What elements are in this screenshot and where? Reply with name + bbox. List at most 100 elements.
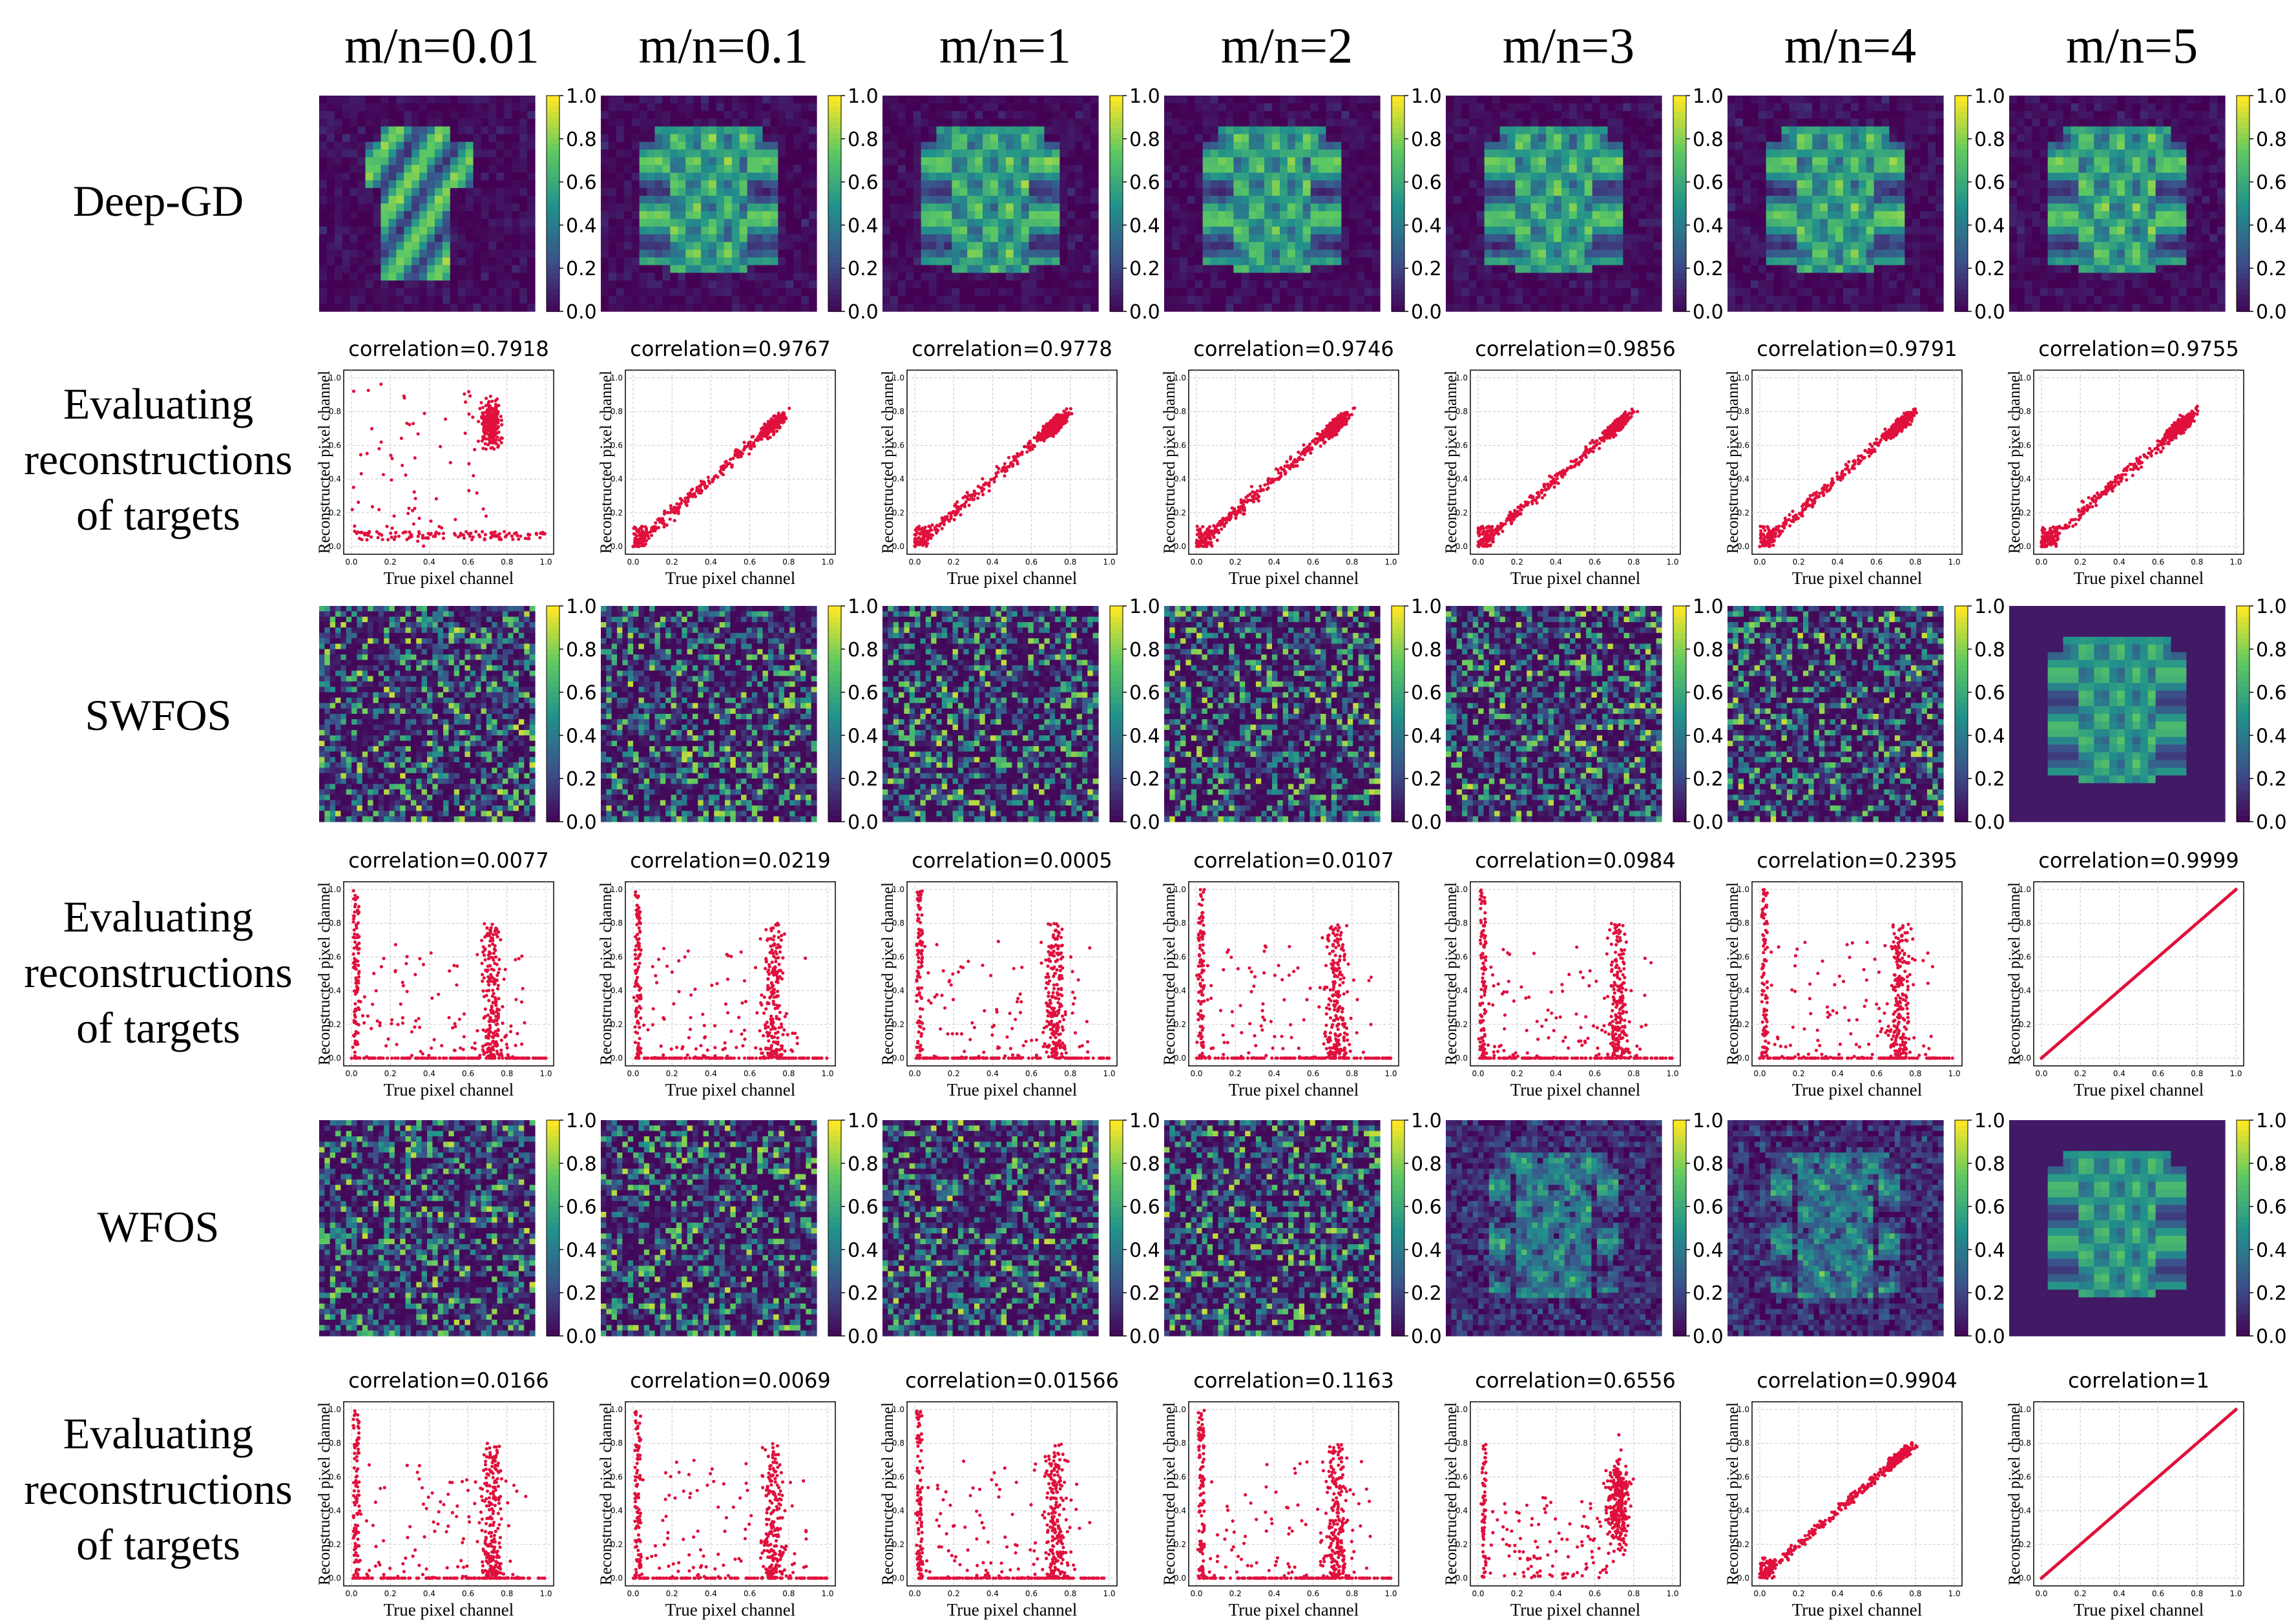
scatter-point xyxy=(984,481,987,484)
scatter-point xyxy=(1003,474,1006,477)
scatter-point xyxy=(1038,433,1041,436)
panel-title: correlation=0.9778 xyxy=(912,337,1112,361)
colorbar: 0.00.20.40.60.81.0 xyxy=(1392,85,1442,324)
scatter-point xyxy=(484,533,487,536)
scatter-point xyxy=(1214,529,1217,532)
scatter-point xyxy=(508,532,511,535)
scatter-point xyxy=(485,404,488,407)
scatter-point xyxy=(644,543,647,546)
x-tick-label: 1.0 xyxy=(821,557,833,567)
scatter-point xyxy=(464,401,467,404)
scatter-point xyxy=(1319,444,1322,448)
x-tick-label: 0.2 xyxy=(1511,557,1523,567)
scatter-point xyxy=(408,506,411,510)
scatter-point xyxy=(487,417,490,420)
column-header: m/n=3 xyxy=(1503,17,1634,74)
scatter-point xyxy=(1050,431,1054,434)
x-tick-label: 0.0 xyxy=(627,557,639,567)
scatter-point xyxy=(1063,416,1067,419)
scatter-point xyxy=(473,448,476,451)
scatter-point xyxy=(697,491,700,494)
row-label: of targets xyxy=(76,1003,240,1052)
colorbar-tick-label: 0.6 xyxy=(566,172,597,194)
scatter-point xyxy=(761,433,764,437)
scatter-point xyxy=(492,408,496,411)
scatter-point xyxy=(412,422,415,425)
colorbar-tick-label: 0.6 xyxy=(1129,172,1160,194)
scatter-point xyxy=(1195,539,1198,542)
scatter-point xyxy=(953,518,956,521)
colorbar-tick-label: 0.4 xyxy=(566,214,597,237)
scatter-point xyxy=(393,514,396,517)
scatter-point xyxy=(1236,512,1239,515)
scatter-point xyxy=(511,537,514,541)
scatter-point xyxy=(1337,414,1340,417)
scatter-point xyxy=(663,512,666,515)
scatter-point xyxy=(1258,484,1262,488)
scatter-point xyxy=(414,497,417,500)
scatter-point xyxy=(924,530,927,534)
panel-title: correlation=0.9746 xyxy=(1193,337,1393,361)
scatter-point xyxy=(1023,445,1026,448)
scatter-point xyxy=(961,504,964,507)
scatter-point xyxy=(413,456,417,459)
scatter-point xyxy=(1328,433,1331,437)
scatter-point xyxy=(394,531,397,534)
scatter-point xyxy=(357,501,360,504)
scatter-point xyxy=(965,496,968,499)
x-tick-label: 0.8 xyxy=(1064,557,1076,567)
scatter-point xyxy=(739,450,742,453)
scatter-point xyxy=(494,399,497,402)
scatter-point xyxy=(1047,427,1050,430)
scatter-point xyxy=(1198,540,1202,543)
scatter-point xyxy=(1033,436,1036,439)
scatter-point xyxy=(1196,528,1199,532)
scatter-point xyxy=(1322,441,1326,444)
x-tick-label: 0.8 xyxy=(1627,557,1640,567)
column-header: m/n=0.1 xyxy=(639,17,809,74)
scatter-point xyxy=(437,532,441,536)
scatter-point xyxy=(1242,512,1246,515)
scatter-point xyxy=(1056,428,1059,431)
heatmap-panel: 0.00.20.40.60.81.0 xyxy=(882,85,1160,324)
scatter-panel: correlation=0.97670.00.00.20.20.40.40.60… xyxy=(598,337,835,588)
scatter-point xyxy=(1335,424,1339,427)
scatter-point xyxy=(1196,525,1199,528)
scatter-point xyxy=(352,390,355,393)
scatter-point xyxy=(359,453,362,456)
scatter-point xyxy=(957,505,960,508)
x-axis-label: True pixel channel xyxy=(1229,568,1359,588)
row-label: Evaluating xyxy=(63,892,254,941)
scatter-point xyxy=(477,420,480,423)
scatter-point xyxy=(972,497,976,501)
scatter-point xyxy=(417,432,420,435)
scatter-point xyxy=(954,510,957,514)
scatter-point xyxy=(1045,422,1049,426)
colorbar-tick-label: 1.0 xyxy=(566,85,597,108)
x-tick-label: 0.4 xyxy=(705,557,717,567)
x-axis-label: True pixel channel xyxy=(665,568,795,588)
colorbar-tick-label: 1.0 xyxy=(848,85,879,108)
scatter-point xyxy=(417,535,420,538)
scatter-point xyxy=(1028,441,1032,444)
scatter-point xyxy=(413,490,416,494)
scatter-point xyxy=(481,530,484,534)
scatter-point xyxy=(772,415,775,418)
scatter-point xyxy=(442,532,445,535)
row-label: WFOS xyxy=(98,1202,220,1251)
scatter-point xyxy=(1331,424,1335,428)
scatter-point xyxy=(694,495,697,498)
row-label: reconstructions xyxy=(24,435,292,484)
y-axis-label: Reconstructed pixel channel xyxy=(598,371,615,554)
scatter-point xyxy=(1212,524,1215,527)
heatmap-panel: 0.00.20.40.60.81.0 xyxy=(319,85,597,324)
scatter-point xyxy=(946,515,949,518)
x-tick-label: 0.8 xyxy=(501,557,513,567)
scatter-point xyxy=(402,531,405,534)
scatter-point xyxy=(365,538,368,541)
scatter-point xyxy=(479,401,483,404)
scatter-point xyxy=(519,534,522,537)
scatter-point xyxy=(976,497,979,500)
scatter-point xyxy=(463,536,466,539)
